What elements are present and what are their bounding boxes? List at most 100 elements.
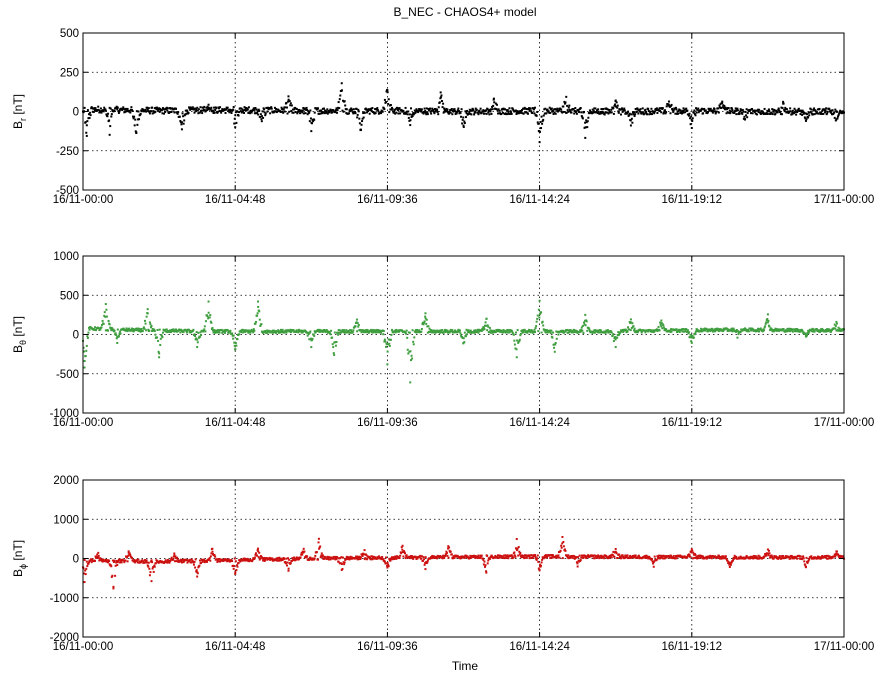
data-point [497,112,500,115]
data-point [549,332,552,335]
data-point [799,330,802,333]
data-point [503,557,506,560]
data-point [107,319,110,322]
data-point [497,556,500,559]
data-point [173,552,176,555]
data-point [803,560,806,563]
x-tick-label: 16/11-00:00 [53,641,114,653]
data-point [350,329,353,332]
data-point [85,134,88,137]
data-point [806,113,809,116]
data-point [83,366,86,369]
data-point [357,110,360,113]
data-point [552,343,555,346]
data-point [370,555,373,558]
data-point [791,328,794,331]
data-point [513,551,516,554]
data-point [299,556,302,559]
data-point [133,124,136,127]
data-point [807,559,810,562]
data-point [489,108,492,111]
data-point [111,559,114,562]
data-point [519,332,522,335]
data-point [629,554,632,557]
data-point [418,109,421,112]
data-point [677,329,680,332]
data-point [707,110,710,113]
data-point [818,329,821,332]
data-point [452,110,455,113]
data-point [528,555,531,558]
data-point [660,556,663,559]
data-point [357,323,360,326]
data-point [212,109,215,112]
data-point [410,556,413,559]
data-point [405,554,408,557]
data-point [133,558,136,561]
data-point [675,557,678,560]
data-point [453,331,456,334]
data-point [763,326,766,329]
data-point [636,331,639,334]
data-point [483,565,486,568]
data-point [778,555,781,558]
data-point [327,557,330,560]
data-point [202,329,205,332]
data-point [668,556,671,559]
data-point [357,325,360,328]
data-point [646,555,649,558]
data-point [412,112,415,115]
data-point [721,557,724,560]
data-point [623,109,626,112]
data-point [540,115,543,118]
data-point [109,107,112,110]
y-axis-label: Br [nT] [11,94,28,129]
data-point [758,330,761,333]
data-point [833,111,836,114]
data-point [433,107,436,110]
data-point [668,329,671,332]
data-point [596,555,599,558]
data-point [640,329,643,332]
data-point [817,330,820,333]
data-point [655,107,658,110]
data-point [252,107,255,110]
data-point [406,113,409,116]
data-point [401,329,404,332]
data-point [684,111,687,114]
data-point [639,110,642,113]
data-point [342,99,345,102]
data-point [182,122,185,125]
data-point [503,108,506,111]
data-point [788,327,791,330]
data-point [144,108,147,111]
data-point [534,327,537,330]
data-point [441,329,444,332]
data-point [172,558,175,561]
data-point [661,107,664,110]
data-point [173,554,176,557]
data-point [757,108,760,111]
data-point [462,342,465,345]
subplot-1: 16/11-00:00 16/11-04:48 16/11-09:36 16/11-1… [11,28,874,206]
data-point [763,113,766,116]
data-point [87,113,90,116]
data-point [544,331,547,334]
data-point [323,330,326,333]
data-point [191,106,194,109]
data-point [464,335,467,338]
data-point [241,559,244,562]
data-point [179,121,182,124]
data-point [598,557,601,560]
data-point [715,329,718,332]
data-point [238,111,241,114]
data-point [664,109,667,112]
data-point [575,110,578,113]
data-point [221,331,224,334]
data-point [95,329,98,332]
data-point [328,331,331,334]
data-point [415,331,418,334]
data-point [703,329,706,332]
data-point [543,556,546,559]
data-point [664,328,667,330]
